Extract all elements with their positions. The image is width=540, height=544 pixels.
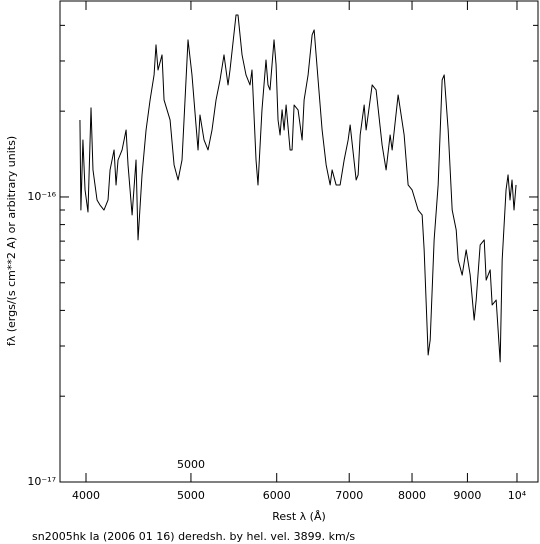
y-tick-label: 10⁻¹⁷ <box>27 475 56 488</box>
x-tick-label: 10⁴ <box>508 489 527 502</box>
x-tick-label: 5000 <box>177 489 205 502</box>
plot-frame <box>59 0 539 483</box>
chart-title: sn2005hk Ia (2006 01 16) deredsh. by hel… <box>32 530 355 543</box>
y-tick-label: 10⁻¹⁶ <box>27 190 56 203</box>
spectrum-line <box>79 14 517 363</box>
y-axis-label: fλ (ergs/(s cm**2 A) or arbitrary units) <box>5 136 18 346</box>
x-tick-label: 7000 <box>335 489 363 502</box>
x-tick-label: 9000 <box>453 489 481 502</box>
x-tick-label: 6000 <box>263 489 291 502</box>
x-tick-label: 4000 <box>72 489 100 502</box>
annotation: 5000 <box>177 458 205 471</box>
x-axis-label: Rest λ (Å) <box>272 510 326 523</box>
x-tick-label: 8000 <box>398 489 426 502</box>
